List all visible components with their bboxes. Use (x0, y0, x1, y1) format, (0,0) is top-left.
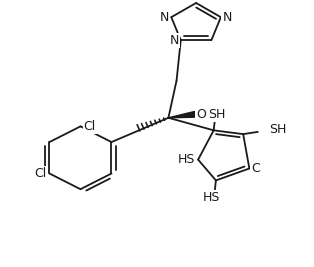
Text: SH: SH (269, 123, 287, 136)
Text: N: N (170, 34, 179, 47)
Text: HS: HS (202, 191, 220, 204)
Text: C: C (251, 162, 260, 175)
Text: HS: HS (178, 153, 196, 166)
Polygon shape (168, 112, 194, 118)
Text: OH: OH (196, 108, 215, 121)
Text: N: N (159, 11, 169, 24)
Text: SH: SH (208, 108, 226, 121)
Text: N: N (223, 11, 232, 24)
Text: Cl: Cl (84, 120, 96, 133)
Text: Cl: Cl (34, 167, 46, 180)
